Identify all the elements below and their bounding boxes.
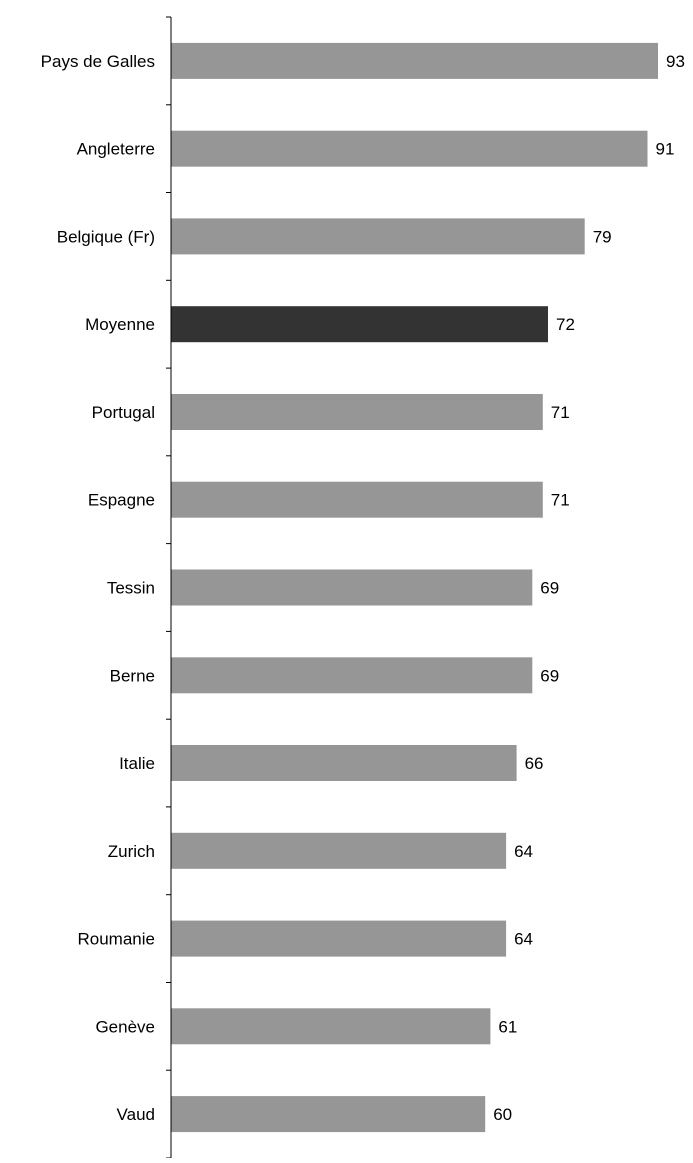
bar-geneve [171,1008,491,1045]
category-labels: Pays de Galles Angleterre Belgique (Fr) Moy… [41,52,155,1124]
bar-italie [171,745,517,781]
category-label-portugal: Portugal [92,403,155,422]
data-label-moyenne: 72 [556,315,575,334]
bar-belgique-fr [171,218,585,255]
data-labels: 93 91 79 72 71 71 69 69 66 64 64 61 60 [493,52,685,1124]
bar-berne [171,657,533,694]
bar-portugal [171,394,543,430]
bar-pays-de-galles [171,42,658,79]
bar-roumanie [171,920,507,957]
category-label-moyenne: Moyenne [85,315,155,334]
bar-tessin [171,569,533,606]
data-label-belgique-fr: 79 [593,227,612,246]
data-label-angleterre: 91 [656,140,675,159]
data-label-espagne: 71 [551,491,570,510]
data-label-berne: 69 [540,666,559,685]
category-label-belgique-fr: Belgique (Fr) [57,227,155,246]
bar-vaud [171,1096,486,1133]
category-label-angleterre: Angleterre [77,140,155,159]
category-label-pays-de-galles: Pays de Galles [41,52,155,71]
category-label-zurich: Zurich [108,842,155,861]
y-axis [166,16,172,1159]
bar-espagne [171,481,543,518]
category-label-tessin: Tessin [107,579,155,598]
bar-angleterre [171,130,648,167]
data-label-vaud: 60 [493,1105,512,1124]
category-label-italie: Italie [119,754,155,773]
category-label-berne: Berne [110,666,155,685]
bars-layer [171,42,658,1133]
bar-moyenne [171,306,548,343]
data-label-geneve: 61 [498,1017,517,1036]
data-label-pays-de-galles: 93 [666,52,685,71]
data-label-tessin: 69 [540,579,559,598]
data-label-italie: 66 [525,754,544,773]
bar-zurich [171,832,507,869]
data-label-roumanie: 64 [514,930,533,949]
category-label-roumanie: Roumanie [78,930,156,949]
category-label-vaud: Vaud [117,1105,155,1124]
data-label-zurich: 64 [514,842,533,861]
category-label-geneve: Genève [95,1017,155,1036]
data-label-portugal: 71 [551,403,570,422]
category-label-espagne: Espagne [88,491,155,510]
